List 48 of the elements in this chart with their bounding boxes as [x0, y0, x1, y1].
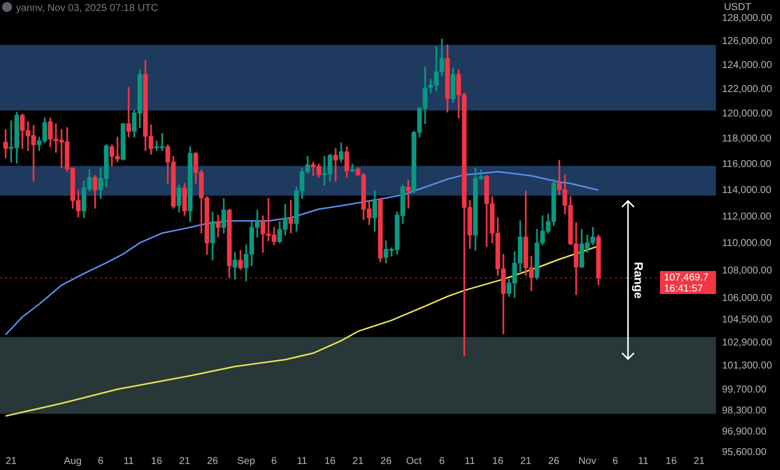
y-tick-label: 120,000.00: [722, 108, 772, 120]
annotation: 16:41:57: [664, 284, 704, 295]
x-tick-label: 16: [151, 456, 163, 467]
x-tick-label: 16: [666, 456, 678, 467]
x-tick-label: Sep: [237, 456, 256, 467]
y-tick-label: 101,300.00: [722, 360, 772, 372]
x-tick-label: 11: [123, 456, 134, 467]
x-tick-label: Nov: [578, 456, 596, 467]
x-tick-label: 21: [352, 456, 364, 467]
y-tick-label: 124,000.00: [722, 60, 772, 71]
y-tick-label: 112,000.00: [722, 211, 772, 222]
y-tick-label: 122,000.00: [722, 84, 772, 96]
chart-title: yannv, Nov 03, 2025 07:18 UTC: [16, 2, 158, 14]
x-tick-label: 21: [520, 456, 532, 467]
ref-line-label: 107,469.7: [664, 272, 709, 284]
x-tick-label: 6: [98, 456, 104, 467]
y-tick-label: 126,000.00: [722, 36, 772, 48]
y-tick-label: 118,000.00: [722, 134, 772, 145]
x-tick-label: 21: [6, 456, 18, 467]
x-tick-label: 16: [324, 456, 336, 467]
annotation: Range: [631, 262, 646, 299]
x-tick-label: 11: [638, 456, 649, 467]
y-tick-label: 99,700.00: [722, 384, 767, 396]
x-tick-label: 11: [464, 456, 476, 467]
y-tick-label: 114,000.00: [722, 184, 772, 196]
x-tick-label: 16: [492, 456, 504, 467]
x-tick-label: 21: [179, 456, 191, 467]
y-tick-label: 116,000.00: [722, 159, 772, 170]
y-tick-label: 96,900.00: [722, 426, 767, 438]
y-tick-label: 110,000.00: [722, 238, 772, 250]
x-tick-label: 6: [271, 456, 278, 467]
x-tick-label: Oct: [406, 456, 422, 467]
y-tick-label: 98,300.00: [722, 405, 767, 416]
x-tick-label: 6: [612, 456, 618, 467]
x-tick-label: 26: [380, 456, 392, 467]
x-tick-label: 26: [206, 456, 219, 467]
y-tick-label: 106,000.00: [722, 293, 772, 304]
y-tick-label: 95,600.00: [722, 446, 767, 458]
x-tick-label: 26: [548, 456, 560, 467]
x-tick-label: 21: [694, 456, 706, 467]
y-tick-label: 108,000.00: [722, 265, 772, 276]
x-tick-label: Aug: [64, 456, 82, 467]
y-tick-label: 104,500.00: [722, 314, 772, 326]
y-axis-title: USDT: [724, 2, 752, 13]
y-tick-label: 128,000.00: [722, 12, 772, 24]
x-tick-label: 6: [439, 456, 446, 467]
y-tick-label: 102,900.00: [722, 337, 772, 348]
x-tick-label: 11: [296, 456, 308, 467]
